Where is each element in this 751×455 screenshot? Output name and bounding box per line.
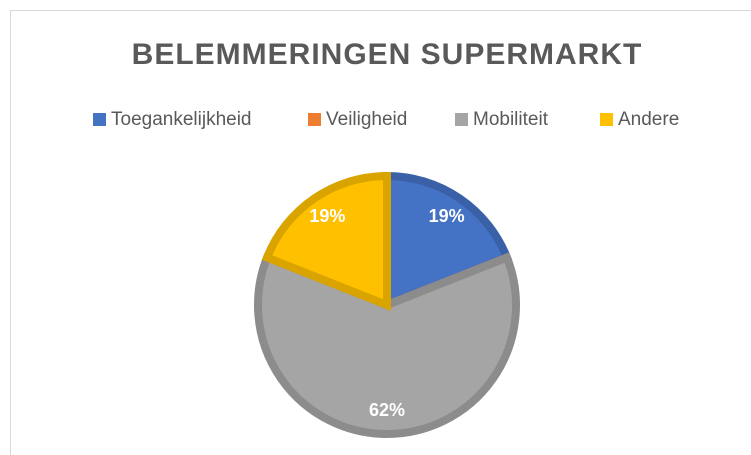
data-label: 19% xyxy=(309,206,345,226)
pie-slice xyxy=(254,252,520,438)
legend-label: Mobiliteit xyxy=(473,109,549,130)
pie-slice xyxy=(261,171,391,311)
legend-label: Veiligheid xyxy=(326,109,407,130)
legend-label: Andere xyxy=(618,109,679,130)
legend-label: Toegankelijkheid xyxy=(111,109,252,130)
chart-title: BELEMMERINGEN SUPERMARKT xyxy=(132,38,643,71)
legend-swatch xyxy=(308,113,321,126)
legend-swatch xyxy=(600,113,613,126)
data-label: 19% xyxy=(429,206,465,226)
legend-swatch xyxy=(455,113,468,126)
data-label: 62% xyxy=(369,400,405,420)
pie-slice xyxy=(383,171,513,311)
legend-swatch xyxy=(93,113,106,126)
